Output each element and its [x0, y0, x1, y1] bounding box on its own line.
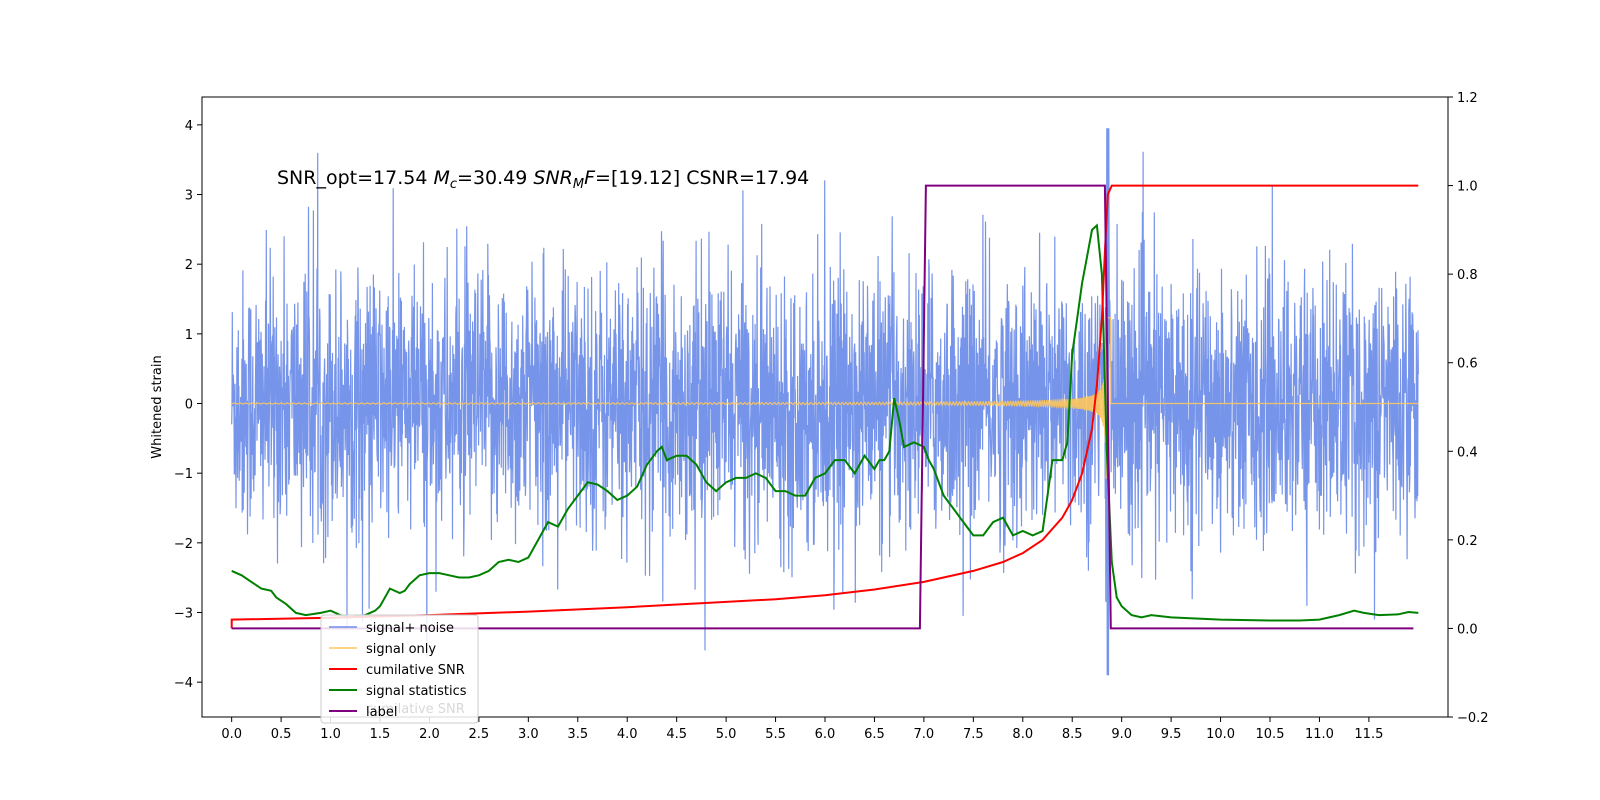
x-tick-label: 0.0 — [221, 727, 242, 742]
x-tick-label: 3.0 — [518, 727, 539, 742]
x-tick-label: 6.5 — [864, 727, 885, 742]
series-signal-noise — [231, 128, 1419, 676]
x-tick-label: 5.0 — [716, 727, 737, 742]
x-tick-label: 3.5 — [567, 727, 588, 742]
x-tick-label: 2.5 — [469, 727, 490, 742]
y-left-tick-label: 0 — [185, 398, 193, 413]
y-left-tick-label: 2 — [185, 258, 193, 273]
y-right-tick-label: 0.0 — [1457, 622, 1478, 637]
x-tick-label: 9.0 — [1111, 727, 1132, 742]
x-tick-label: 0.5 — [271, 727, 292, 742]
y-left-tick-label: −3 — [174, 607, 193, 622]
x-tick-label: 5.5 — [765, 727, 786, 742]
y-left-tick-label: 1 — [185, 328, 193, 343]
y-axis-left-label: Whitened strain — [150, 355, 165, 458]
chart-annotation: SNR_opt=17.54 Mc=30.49 SNRMF=[19.12] CSN… — [277, 167, 809, 192]
series-layer — [230, 128, 1419, 676]
x-tick-label: 2.0 — [419, 727, 440, 742]
y-axis-right: −0.2 0.0 0.2 0.4 0.6 0.8 1.0 1.2 — [1448, 91, 1489, 726]
y-right-tick-label: 0.8 — [1457, 268, 1478, 283]
x-tick-label: 8.5 — [1062, 727, 1083, 742]
y-left-tick-label: 3 — [185, 189, 193, 204]
y-right-tick-label: 0.2 — [1457, 534, 1478, 549]
y-left-tick-label: −1 — [174, 467, 193, 482]
legend-box — [320, 614, 479, 724]
y-right-tick-label: −0.2 — [1457, 711, 1489, 726]
x-tick-label: 10.0 — [1206, 727, 1235, 742]
x-tick-label: 4.5 — [666, 727, 687, 742]
legend-entry-label: label — [366, 705, 397, 720]
x-tick-label: 7.5 — [963, 727, 984, 742]
legend-entry-label: cumilative SNR — [366, 663, 465, 678]
y-right-tick-label: 0.4 — [1457, 445, 1478, 460]
y-right-tick-label: 1.0 — [1457, 180, 1478, 195]
y-right-tick-label: 1.2 — [1457, 91, 1478, 106]
series-label — [231, 184, 1414, 630]
y-right-tick-label: 0.6 — [1457, 357, 1478, 372]
x-tick-label: 6.0 — [815, 727, 836, 742]
y-left-tick-label: 4 — [185, 119, 193, 134]
x-tick-label: 9.5 — [1161, 727, 1182, 742]
x-tick-label: 7.0 — [914, 727, 935, 742]
x-tick-label: 4.0 — [617, 727, 638, 742]
legend: cumilative SNR signal+ noise signal only c… — [320, 614, 479, 724]
y-left-tick-label: −4 — [174, 676, 193, 691]
x-tick-label: 1.5 — [370, 727, 391, 742]
y-left-tick-label: −2 — [174, 537, 193, 552]
series-signal-statistics — [231, 223, 1419, 622]
legend-entry-label: signal statistics — [366, 684, 467, 699]
x-tick-label: 10.5 — [1256, 727, 1285, 742]
x-axis: 0.0 0.5 1.0 1.5 2.0 2.5 3.0 3.5 4.0 4.5 5.0 5.5 6.0 6… — [221, 717, 1383, 742]
series-cumulative-snr — [230, 184, 1419, 629]
x-tick-label: 11.0 — [1305, 727, 1334, 742]
legend-entry-label: signal only — [366, 642, 436, 657]
x-tick-label: 11.5 — [1354, 727, 1383, 742]
series-signal-only — [231, 317, 1419, 479]
legend-entry-label: signal+ noise — [366, 621, 454, 636]
legend-ghost-text: cumilative SNR — [366, 702, 465, 717]
x-tick-label: 8.0 — [1012, 727, 1033, 742]
y-axis-left: −4 −3 −2 −1 0 1 2 3 4 — [174, 119, 202, 691]
x-tick-label: 1.0 — [320, 727, 341, 742]
